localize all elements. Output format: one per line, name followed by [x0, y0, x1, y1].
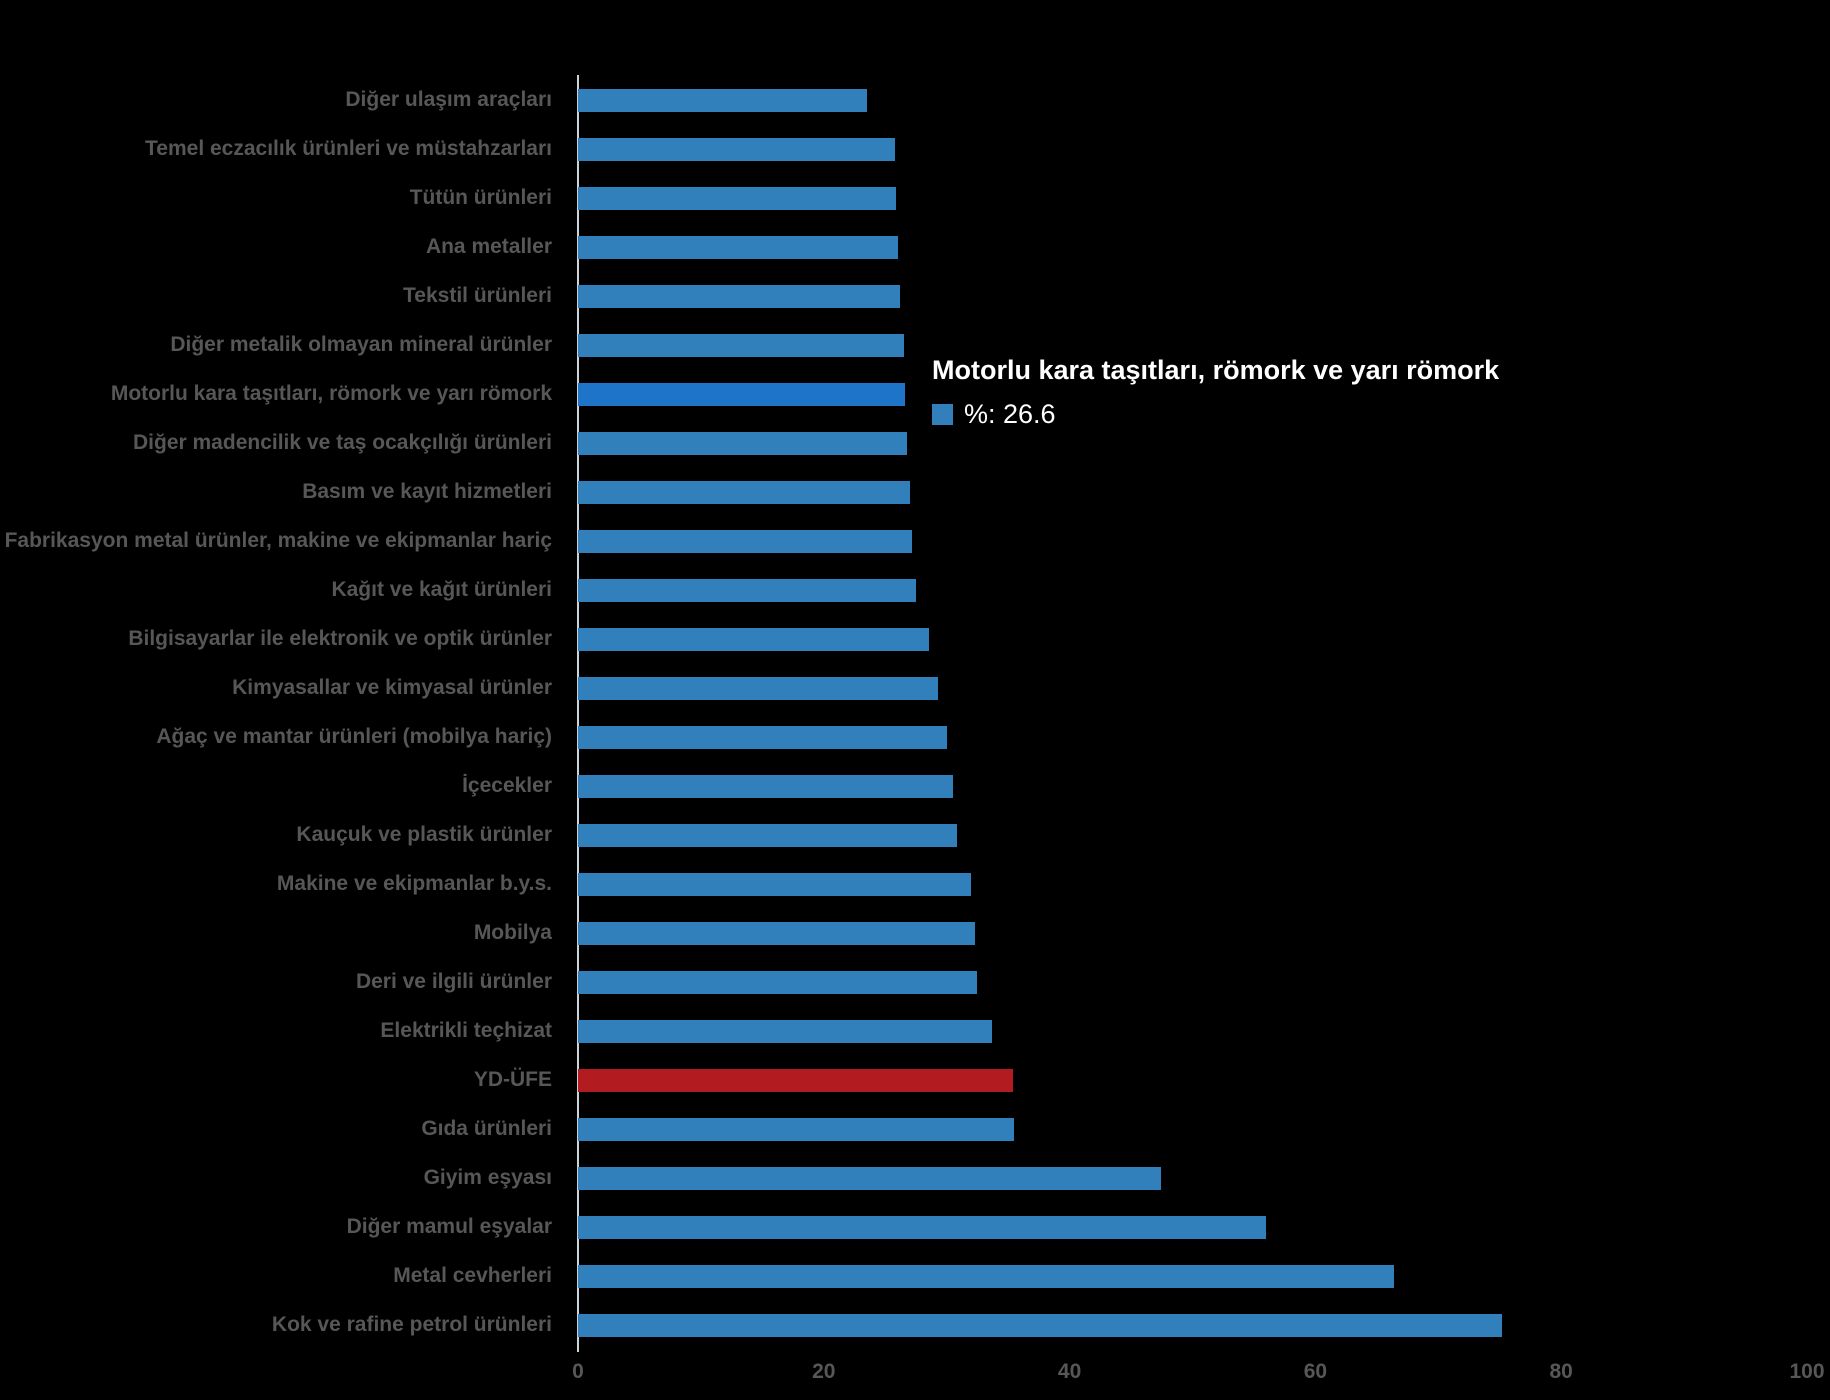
bar[interactable]: [578, 235, 898, 259]
bar[interactable]: [578, 578, 916, 602]
category-label: Makine ve ekipmanlar b.y.s.: [276, 872, 552, 895]
series-marker-icon: [932, 403, 953, 425]
category-label: Kauçuk ve plastik ürünler: [296, 823, 552, 846]
bar[interactable]: [578, 480, 910, 504]
bar[interactable]: [578, 1313, 1502, 1337]
bar-emphasis[interactable]: [578, 1068, 1013, 1092]
tooltip: Motorlu kara taşıtları, römork ve yarı r…: [932, 354, 1499, 428]
bar[interactable]: [578, 676, 938, 700]
category-label: Ağaç ve mantar ürünleri (mobilya hariç): [156, 725, 552, 748]
bar[interactable]: [578, 431, 907, 455]
bar[interactable]: [578, 333, 904, 357]
bar[interactable]: [578, 1117, 1014, 1141]
bar[interactable]: [578, 970, 977, 994]
category-label: Giyim eşyası: [423, 1166, 552, 1189]
category-label: Kağıt ve kağıt ürünleri: [331, 578, 552, 601]
bar-highlighted[interactable]: [578, 382, 905, 406]
category-label: Elektrikli teçhizat: [380, 1019, 552, 1042]
category-label: Deri ve ilgili ürünler: [355, 970, 552, 993]
category-label: Kok ve rafine petrol ürünleri: [271, 1313, 552, 1336]
x-tick-label: 80: [1549, 1360, 1573, 1383]
x-tick-label: 40: [1057, 1360, 1082, 1383]
category-label: YD-ÜFE: [473, 1068, 552, 1091]
category-label: Diğer madencilik ve taş ocakçılığı ürünl…: [133, 431, 552, 454]
bar[interactable]: [578, 88, 867, 112]
category-label: Temel eczacılık ürünleri ve müstahzarlar…: [145, 137, 552, 160]
x-tick-label: 0: [572, 1360, 584, 1383]
bar[interactable]: [578, 1215, 1266, 1239]
category-label: Mobilya: [473, 921, 552, 944]
x-tick-label: 60: [1303, 1360, 1328, 1383]
category-label: Metal cevherleri: [393, 1264, 552, 1287]
x-tick-label: 100: [1789, 1360, 1825, 1383]
bar[interactable]: [578, 529, 912, 553]
category-label: İçecekler: [462, 774, 552, 797]
category-label: Kimyasallar ve kimyasal ürünler: [232, 676, 552, 699]
bar[interactable]: [578, 774, 953, 798]
bar[interactable]: [578, 627, 929, 651]
category-label: Diğer metalik olmayan mineral ürünler: [170, 333, 552, 356]
bar[interactable]: [578, 186, 896, 210]
bar[interactable]: [578, 1264, 1394, 1288]
bar[interactable]: [578, 921, 975, 945]
bar[interactable]: [578, 872, 971, 896]
tooltip-value-row: %: 26.6: [932, 400, 1499, 428]
category-label: Diğer ulaşım araçları: [345, 88, 552, 111]
bar[interactable]: [578, 1019, 992, 1043]
category-label: Tekstil ürünleri: [403, 284, 552, 307]
bar[interactable]: [578, 284, 900, 308]
tooltip-title: Motorlu kara taşıtları, römork ve yarı r…: [932, 355, 1500, 385]
category-label: Gıda ürünleri: [421, 1117, 552, 1140]
category-label: Bilgisayarlar ile elektronik ve optik ür…: [128, 627, 552, 650]
y-axis-line: [577, 75, 579, 1352]
x-tick-label: 20: [812, 1360, 836, 1383]
category-label: Basım ve kayıt hizmetleri: [302, 480, 552, 503]
bar[interactable]: [578, 1166, 1161, 1190]
category-label: Ana metaller: [425, 235, 552, 258]
category-label: Tütün ürünleri: [409, 186, 552, 209]
bar[interactable]: [578, 823, 957, 847]
category-label: Motorlu kara taşıtları, römork ve yarı r…: [110, 382, 552, 405]
bar[interactable]: [578, 725, 947, 749]
category-label: Fabrikasyon metal ürünler, makine ve eki…: [4, 529, 552, 552]
bar[interactable]: [578, 137, 895, 161]
tooltip-value: %: 26.6: [964, 399, 1056, 429]
category-label: Diğer mamul eşyalar: [346, 1215, 552, 1238]
